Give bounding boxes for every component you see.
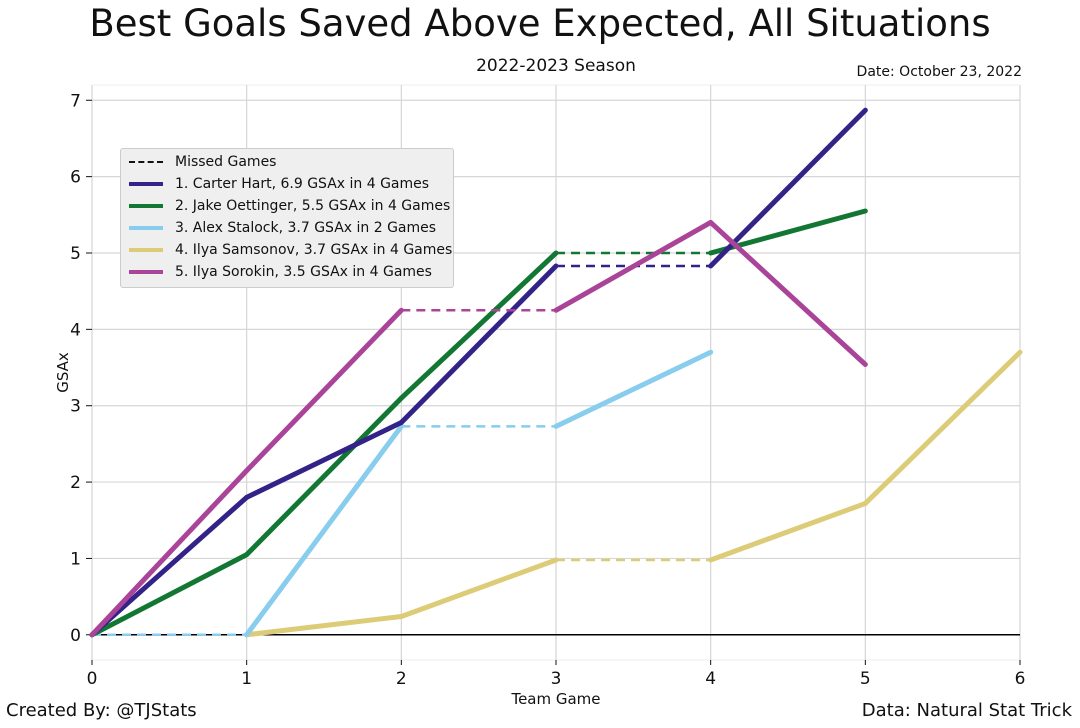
y-tick-label: 2 bbox=[70, 473, 81, 493]
chart-title: Best Goals Saved Above Expected, All Sit… bbox=[89, 2, 991, 45]
legend-item: 5. Ilya Sorokin, 3.5 GSAx in 4 Games bbox=[129, 262, 432, 282]
legend-swatch bbox=[129, 182, 163, 186]
x-tick-label: 6 bbox=[1015, 669, 1026, 689]
y-tick-label: 1 bbox=[70, 549, 81, 569]
created-by: Created By: @TJStats bbox=[6, 700, 197, 721]
legend-swatch bbox=[129, 226, 163, 230]
series-segment bbox=[89, 494, 250, 638]
legend-label: 5. Ilya Sorokin, 3.5 GSAx in 4 Games bbox=[175, 264, 432, 280]
legend-swatch bbox=[129, 204, 163, 208]
y-tick-label: 5 bbox=[70, 244, 81, 264]
y-tick-label: 4 bbox=[70, 320, 81, 340]
series-segment bbox=[708, 500, 868, 563]
series-segment bbox=[708, 107, 868, 269]
legend-label: 1. Carter Hart, 6.9 GSAx in 4 Games bbox=[175, 176, 430, 192]
series-segment bbox=[244, 395, 404, 558]
y-tick-label: 0 bbox=[70, 626, 81, 646]
legend-swatch bbox=[129, 270, 163, 274]
legend-label: 3. Alex Stalock, 3.7 GSAx in 2 Games bbox=[175, 220, 437, 236]
x-axis-label: Team Game bbox=[510, 690, 600, 708]
legend-item: 1. Carter Hart, 6.9 GSAx in 4 Games bbox=[129, 174, 429, 194]
series-segment bbox=[244, 423, 404, 638]
series-segment bbox=[708, 219, 868, 367]
data-source: Data: Natural Stat Trick bbox=[861, 700, 1072, 721]
x-tick-label: 4 bbox=[705, 669, 716, 689]
y-axis-label: GSAx bbox=[54, 352, 72, 393]
x-tick-label: 0 bbox=[87, 669, 98, 689]
legend-item-missed: Missed Games bbox=[129, 152, 276, 172]
y-tick-label: 6 bbox=[70, 168, 81, 188]
legend-label: Missed Games bbox=[175, 154, 277, 170]
y-tick-label: 3 bbox=[70, 397, 81, 417]
chart-subtitle: 2022-2023 Season bbox=[476, 56, 636, 76]
legend-label: 2. Jake Oettinger, 5.5 GSAx in 4 Games bbox=[175, 198, 451, 214]
series-segment bbox=[89, 468, 250, 638]
y-tick-label: 7 bbox=[70, 91, 81, 111]
series-segment bbox=[553, 219, 714, 313]
legend-swatch bbox=[129, 248, 163, 252]
legend-item: 4. Ilya Samsonov, 3.7 GSAx in 4 Games bbox=[129, 240, 452, 260]
series-segment bbox=[398, 557, 559, 619]
x-tick-label: 2 bbox=[396, 669, 407, 689]
chart-date: Date: October 23, 2022 bbox=[856, 64, 1022, 80]
x-tick-label: 3 bbox=[551, 669, 562, 689]
legend-swatch bbox=[129, 161, 163, 163]
legend-label: 4. Ilya Samsonov, 3.7 GSAx in 4 Games bbox=[175, 242, 453, 258]
legend: Missed Games 1. Carter Hart, 6.9 GSAx in… bbox=[120, 148, 454, 288]
x-tick-label: 5 bbox=[860, 669, 871, 689]
legend-item: 3. Alex Stalock, 3.7 GSAx in 2 Games bbox=[129, 218, 436, 238]
series-segment bbox=[244, 307, 404, 474]
series-segment bbox=[244, 613, 404, 638]
series-segment bbox=[398, 250, 559, 401]
series-segment bbox=[89, 552, 250, 638]
legend-item: 2. Jake Oettinger, 5.5 GSAx in 4 Games bbox=[129, 196, 450, 216]
series-segment bbox=[862, 349, 1023, 506]
x-tick-label: 1 bbox=[241, 669, 252, 689]
series-segment bbox=[244, 420, 404, 500]
series-segment bbox=[398, 263, 559, 426]
series-segment bbox=[553, 349, 714, 429]
